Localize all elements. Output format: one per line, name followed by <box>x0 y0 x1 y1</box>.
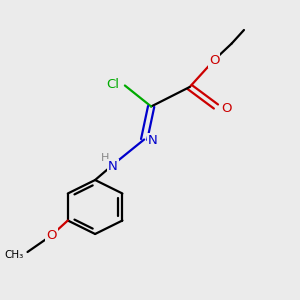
Text: Cl: Cl <box>106 77 120 91</box>
Text: CH₃: CH₃ <box>5 250 24 260</box>
Text: O: O <box>221 101 232 115</box>
Text: O: O <box>209 53 219 67</box>
Text: H: H <box>101 153 109 164</box>
Text: N: N <box>108 160 118 173</box>
Text: N: N <box>148 134 158 148</box>
Text: O: O <box>46 229 57 242</box>
